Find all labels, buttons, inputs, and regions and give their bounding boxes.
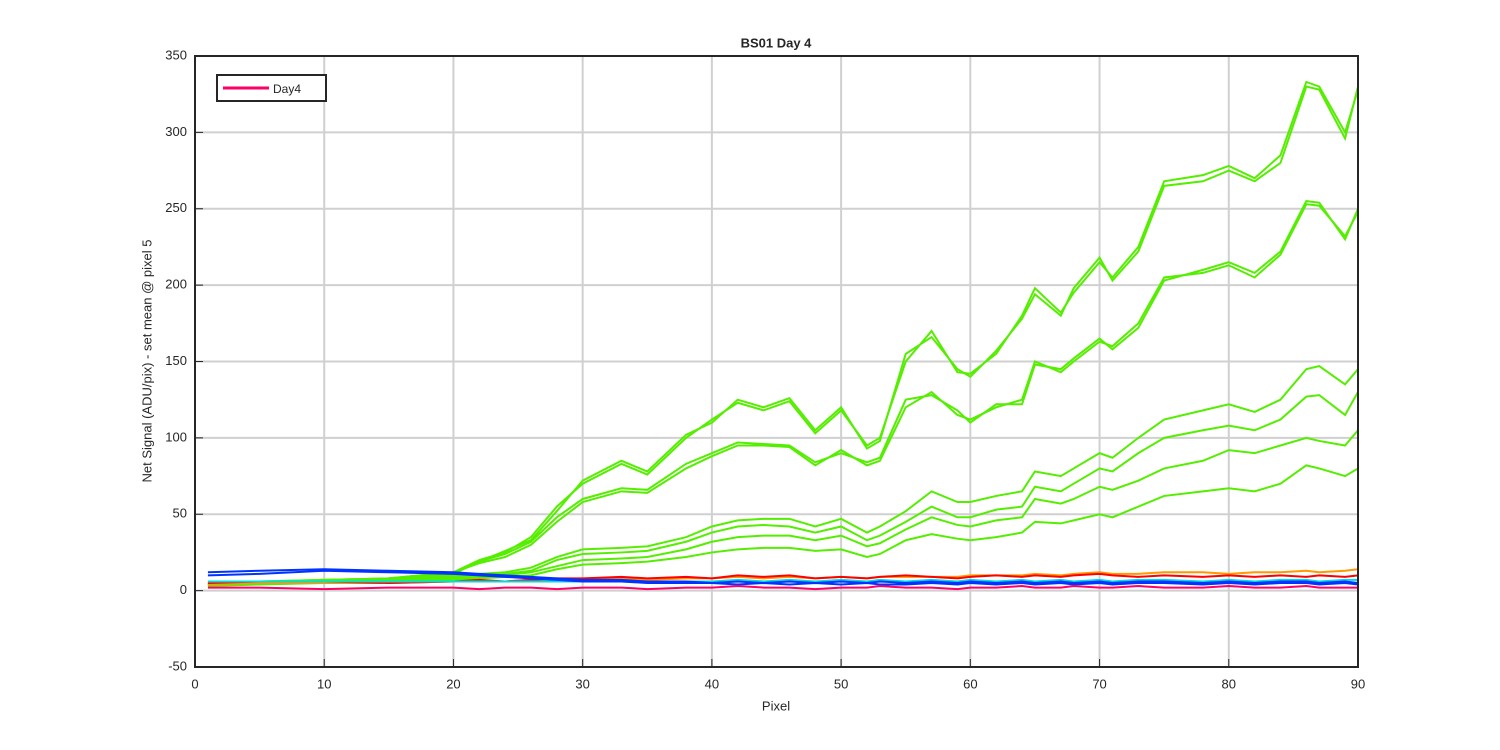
y-tick-label: 300 [165, 124, 187, 139]
x-tick-label: 90 [1351, 676, 1365, 691]
series-line [207, 585, 1358, 591]
series-line [207, 578, 1358, 583]
series-line [207, 568, 1359, 584]
y-tick-label: -50 [168, 658, 187, 673]
x-tick-label: 80 [1222, 676, 1236, 691]
series-line [207, 464, 1359, 588]
x-axis-label: Pixel [762, 698, 790, 713]
y-tick-label: 250 [165, 200, 187, 215]
series-line [207, 85, 1359, 586]
series-line [207, 200, 1359, 586]
x-tick-label: 40 [705, 676, 719, 691]
y-tick-label: 150 [165, 353, 187, 368]
y-tick-label: 100 [165, 429, 187, 444]
y-axis-label: Net Signal (ADU/pix) - set mean @ pixel … [139, 240, 154, 483]
x-tick-label: 0 [191, 676, 198, 691]
y-tick-label: 50 [173, 506, 187, 521]
series-line [207, 365, 1359, 586]
series-line [207, 391, 1359, 586]
x-tick-label: 60 [963, 676, 977, 691]
y-tick-label: 200 [165, 277, 187, 292]
x-tick-label: 70 [1092, 676, 1106, 691]
series-line [207, 569, 1359, 586]
series-line [207, 572, 1359, 584]
chart-title: BS01 Day 4 [741, 35, 813, 50]
legend-label: Day4 [273, 82, 301, 96]
x-tick-label: 50 [834, 676, 848, 691]
x-tick-label: 30 [575, 676, 589, 691]
y-tick-label: 0 [180, 582, 187, 597]
series-line [207, 429, 1359, 586]
x-tick-label: 20 [446, 676, 460, 691]
y-tick-label: 350 [165, 47, 187, 62]
series-line [207, 203, 1359, 584]
axes-box [194, 55, 1359, 668]
x-tick-label: 10 [317, 676, 331, 691]
